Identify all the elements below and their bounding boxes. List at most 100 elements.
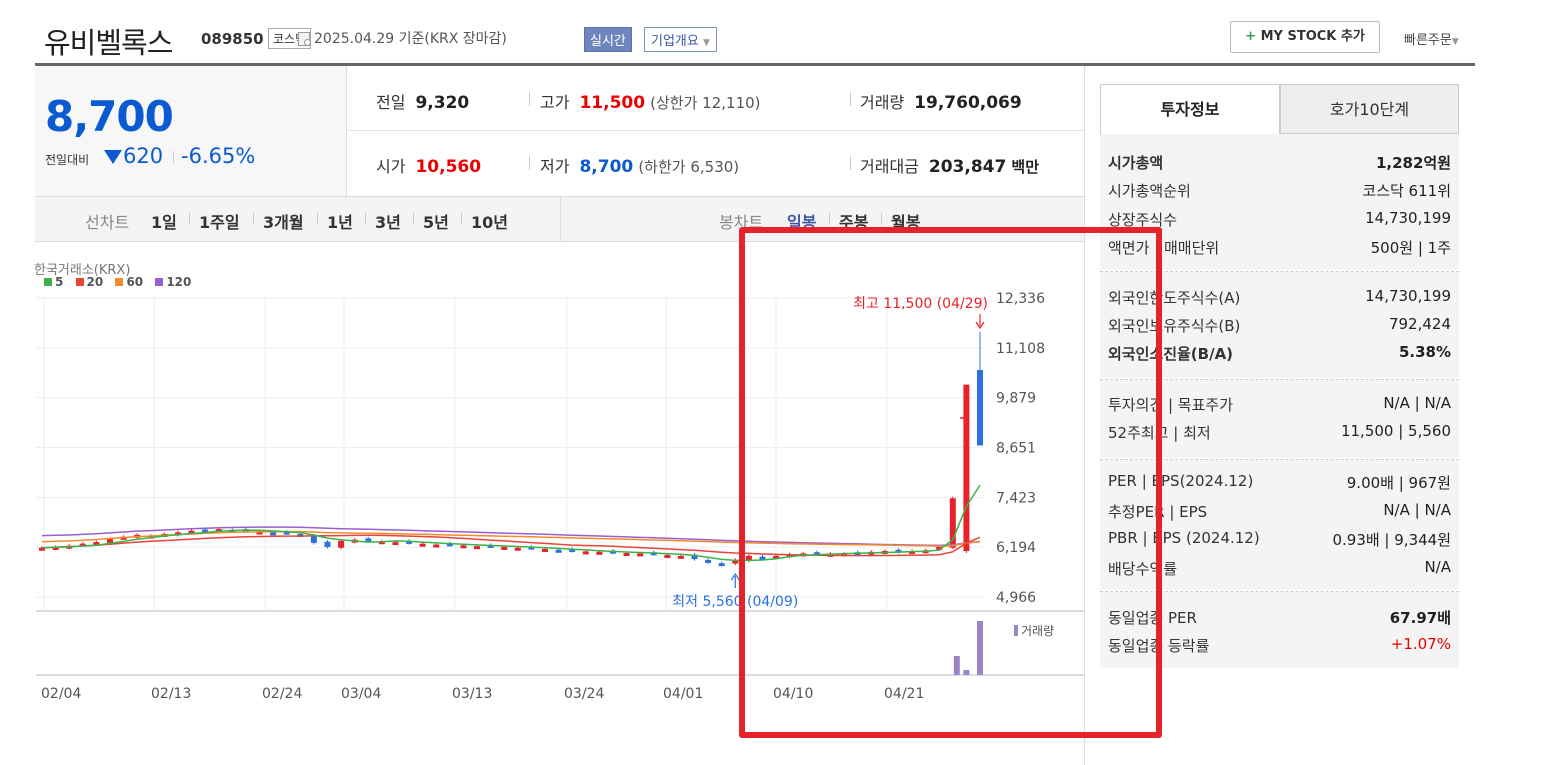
info-row: 외국인소진율(B/A) 5.38% [1108, 343, 1451, 365]
candle-body [378, 541, 385, 545]
divider [560, 197, 561, 241]
price-summary: 8,700 전일대비 620 -6.65% [35, 66, 347, 196]
stat-sub: (하한가 6,530) [638, 158, 740, 176]
tab-3year[interactable]: 3년 [375, 213, 401, 232]
candle-body [677, 555, 684, 559]
info-value: 0.93배 | 9,344원 [1332, 531, 1451, 549]
divider [253, 213, 254, 225]
divider [1084, 66, 1085, 765]
info-row: 시가총액 1,282억원 [1108, 152, 1451, 174]
info-key: 투자의견 | 목표주가 [1108, 396, 1233, 414]
chevron-down-icon: ▼ [1451, 37, 1459, 47]
change-percent: -6.65% [181, 144, 256, 168]
divider [173, 151, 174, 163]
tab-5year[interactable]: 5년 [423, 213, 449, 232]
info-value: 1,282억원 [1375, 154, 1451, 172]
candle-body [419, 543, 426, 547]
legend-label: 20 [86, 275, 104, 289]
candle-body [718, 563, 725, 567]
candle-body [895, 549, 902, 553]
candle-body [745, 555, 752, 561]
candle-body [433, 544, 440, 548]
stat-sub: (상한가 12,110) [650, 94, 761, 112]
candle-body [596, 551, 603, 555]
info-value: N/A | N/A [1383, 501, 1451, 519]
stat-label: 전일 [376, 93, 406, 112]
info-key: 시가총액 [1108, 154, 1164, 172]
stock-candle-chart[interactable]: 12,336 11,108 9,879 8,651 7,423 6,194 4,966 최고 … [0, 0, 1084, 720]
candle-body [52, 546, 59, 550]
current-price: 8,700 [45, 92, 174, 141]
candle-body [310, 535, 317, 543]
info-value: 5.38% [1398, 343, 1451, 361]
info-row[interactable]: 동일업종 PER 67.97배 [1108, 607, 1451, 629]
legend-swatch [115, 278, 124, 286]
x-tick-label: 04/21 [884, 686, 924, 702]
info-value: 67.97배 [1389, 609, 1451, 627]
candle-body [501, 546, 508, 550]
info-value: 9.00배 | 967원 [1346, 474, 1451, 492]
realtime-badge[interactable]: 실시간 [584, 27, 632, 52]
header-divider [35, 63, 1475, 66]
candle-body [637, 553, 644, 557]
divider [850, 92, 851, 106]
chart-tab-bar: 선차트 1일 1주일 3개월 1년 3년 5년 10년 봉차트 일봉 주봉 월봉 [35, 196, 1084, 242]
x-tick-label: 03/13 [452, 686, 492, 702]
divider [317, 213, 318, 225]
tab-invest-info[interactable]: 투자정보 [1100, 84, 1280, 134]
tab-1year[interactable]: 1년 [327, 213, 353, 232]
candle-body [79, 543, 86, 547]
tab-orderbook-10[interactable]: 호가10단계 [1280, 84, 1459, 134]
candle-body [188, 530, 195, 534]
divider [348, 130, 1084, 131]
candle-body [365, 538, 372, 542]
low-annotation: 최저 5,560 (04/09) [672, 594, 798, 610]
candle-body [202, 529, 209, 533]
candle-body [283, 531, 290, 535]
info-value: N/A | N/A [1383, 394, 1451, 412]
legend-label: 120 [166, 275, 192, 289]
my-stock-add-button[interactable]: + MY STOCK 추가 [1230, 21, 1380, 53]
info-row: PER | EPS(2024.12) 9.00배 | 967원 [1108, 472, 1451, 494]
company-overview-button[interactable]: 기업개요 ▼ [644, 27, 717, 52]
y-tick-label: 12,336 [996, 291, 1045, 307]
info-row[interactable]: 시가총액순위 코스닥 611위 [1108, 180, 1451, 202]
moving-average-line [41, 534, 981, 557]
high-annotation: 최고 11,500 (04/29) [853, 296, 988, 312]
tab-line-chart[interactable]: 선차트 [85, 213, 130, 232]
legend-swatch [44, 278, 52, 286]
info-key: 외국인보유주식수(B) [1108, 317, 1241, 335]
stat-label: 시가 [376, 157, 406, 176]
candle-body [106, 538, 113, 543]
stat-value: 203,847 [928, 157, 1007, 177]
divider [413, 213, 414, 225]
legend-label: 5 [55, 275, 64, 289]
divider [1100, 459, 1459, 460]
info-value: 792,424 [1388, 315, 1451, 333]
stat-volume: 거래량 19,760,069 [860, 89, 1022, 113]
divider [1100, 271, 1459, 272]
candle-body [732, 559, 739, 564]
divider [529, 92, 530, 106]
tab-1week[interactable]: 1주일 [199, 213, 240, 232]
candle-body [406, 540, 413, 544]
volume-legend-swatch [1014, 625, 1018, 636]
candle-body [541, 548, 548, 552]
stat-trade-value: 거래대금 203,847 백만 [860, 153, 1039, 177]
candle-body [93, 542, 100, 546]
tab-1day[interactable]: 1일 [151, 213, 177, 232]
tab-3month[interactable]: 3개월 [263, 213, 304, 232]
quick-order-button[interactable]: 빠른주문▼ [1404, 29, 1459, 48]
divider [1100, 591, 1459, 592]
info-row: 외국인한도주식수(A) 14,730,199 [1108, 287, 1451, 309]
chart-source: 한국거래소(KRX) [34, 263, 131, 278]
info-key: PBR | BPS (2024.12) [1108, 529, 1260, 547]
candle-body [773, 555, 780, 559]
info-row: 상장주식수 14,730,199 [1108, 209, 1451, 231]
info-value: 코스닥 611위 [1362, 182, 1451, 200]
candle-body [474, 546, 481, 550]
tab-10year[interactable]: 10년 [471, 213, 508, 232]
stat-label: 거래대금 [860, 157, 919, 176]
candle-body [256, 531, 263, 535]
x-tick-label: 02/24 [262, 686, 302, 702]
